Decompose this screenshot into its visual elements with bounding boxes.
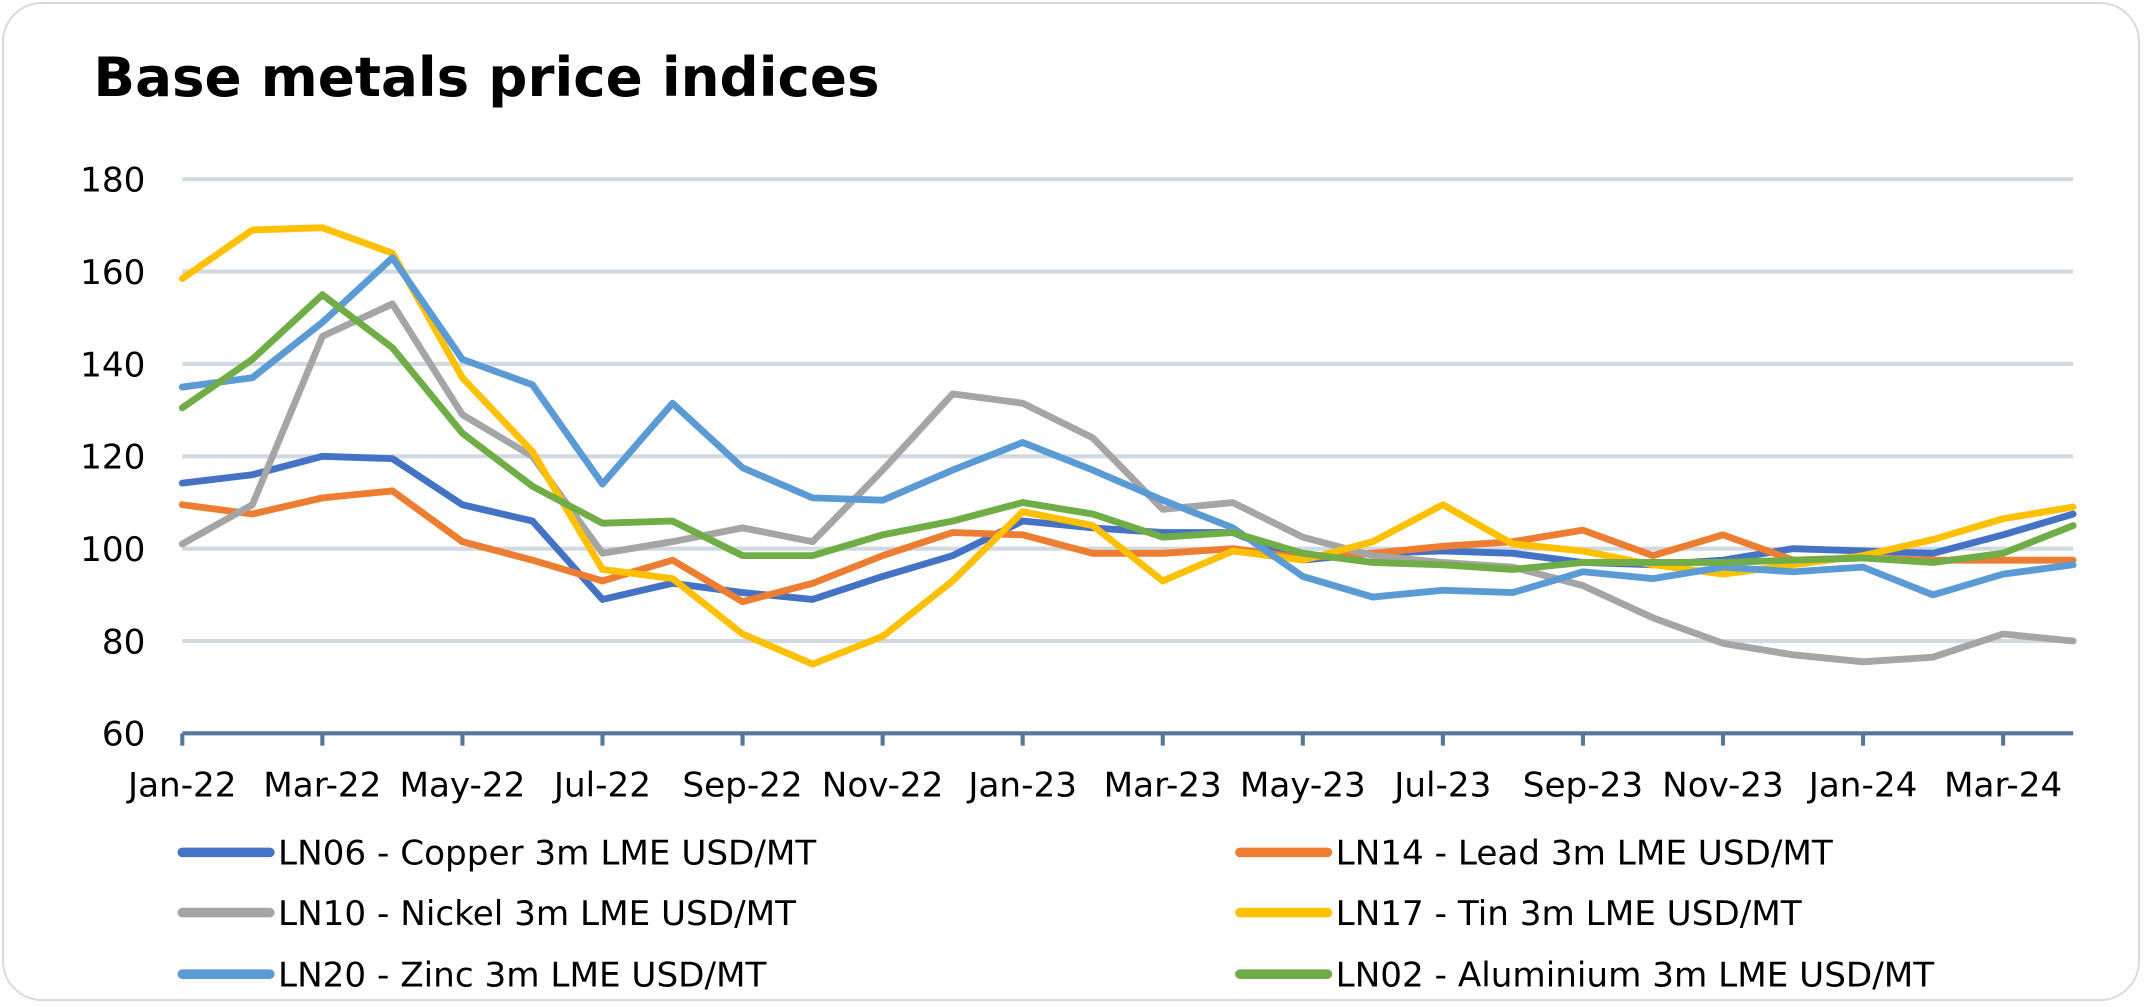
y-tick-label: 180 [80,161,145,201]
x-tick-label: Sep-23 [1523,765,1643,805]
x-tick-label: Jul-22 [552,765,651,805]
series-line-5 [178,291,2077,573]
x-tick-label: Jan-23 [966,765,1077,805]
y-tick-label: 100 [80,530,145,570]
legend: LN06 - Copper 3m LME USD/MT LN14 - Lead 3… [177,834,1935,995]
x-tick-label: Nov-23 [1662,765,1784,805]
y-tick-label: 120 [80,438,145,478]
y-tick-label: 160 [80,253,145,293]
legend-label: LN06 - Copper 3m LME USD/MT [278,834,816,874]
x-tick-label: Jul-23 [1392,765,1491,805]
legend-label: LN14 - Lead 3m LME USD/MT [1336,834,1833,874]
series-lines [178,224,2077,668]
legend-label: LN17 - Tin 3m LME USD/MT [1336,894,1802,934]
x-tick-label: Sep-22 [682,765,802,805]
x-tick-label: May-23 [1240,765,1366,805]
x-tick-label: Jan-22 [126,765,237,805]
series-line-2 [178,300,2077,666]
x-tick-label: Mar-23 [1104,765,1222,805]
y-tick-label: 60 [102,715,146,755]
chart-title: Base metals price indices [93,45,879,109]
series-line-0 [178,452,2077,603]
x-tick-label: Nov-22 [822,765,944,805]
series-line-4 [178,254,2077,601]
y-tick-label: 140 [80,345,145,385]
legend-label: LN10 - Nickel 3m LME USD/MT [278,894,796,934]
legend-label: LN20 - Zinc 3m LME USD/MT [278,955,766,995]
x-tick-label: Mar-24 [1944,765,2062,805]
y-tick-label: 80 [102,622,146,662]
x-tick-label: May-22 [399,765,525,805]
y-axis-ticks: 60 80 100 120 140 160 180 [80,161,145,755]
x-tick-label: Mar-22 [263,765,381,805]
legend-label: LN02 - Aluminium 3m LME USD/MT [1336,955,1935,995]
x-axis: Jan-22 Mar-22 May-22 Jul-22 Sep-22 Nov-22 Jan-… [126,731,2074,805]
series-line-3 [178,224,2077,668]
x-tick-label: Jan-24 [1807,765,1918,805]
